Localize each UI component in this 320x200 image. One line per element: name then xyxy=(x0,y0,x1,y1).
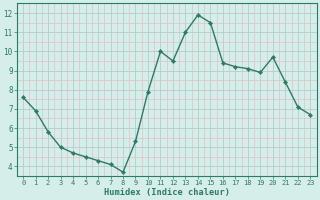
X-axis label: Humidex (Indice chaleur): Humidex (Indice chaleur) xyxy=(104,188,230,197)
